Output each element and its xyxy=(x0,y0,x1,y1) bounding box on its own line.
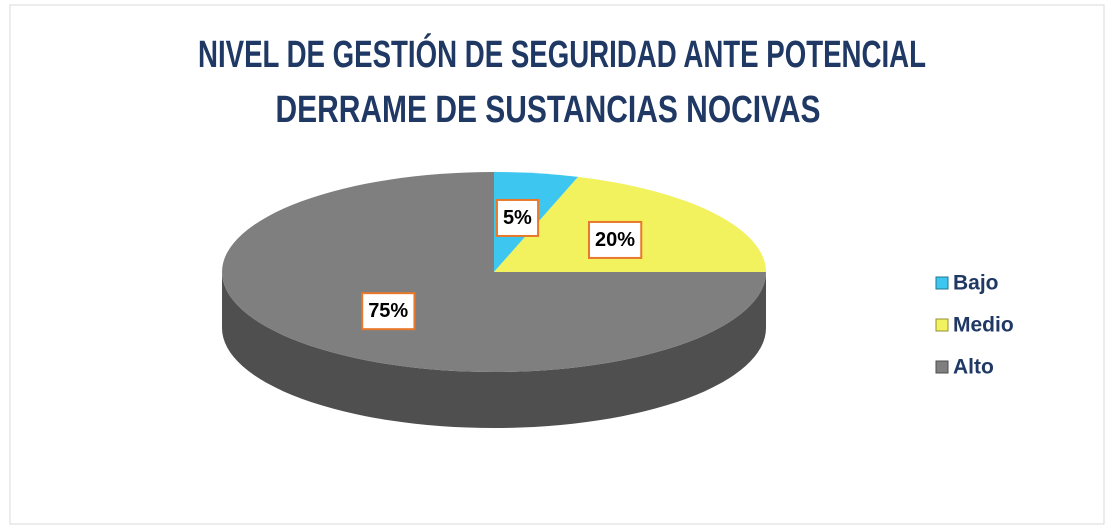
data-label-box xyxy=(361,292,416,331)
data-label-box xyxy=(588,220,643,259)
data-label: 5% xyxy=(503,207,532,229)
data-label: 75% xyxy=(368,300,408,322)
legend-swatch xyxy=(935,360,949,374)
data-label-box xyxy=(495,198,540,237)
data-label: 20% xyxy=(595,229,635,251)
legend-swatch xyxy=(935,318,949,332)
pie-side xyxy=(222,272,766,428)
legend-label: Alto xyxy=(953,356,994,379)
pie-slice xyxy=(222,172,766,372)
legend-label: Bajo xyxy=(953,272,999,295)
legend-label: Medio xyxy=(953,314,1014,337)
chart-title: NIVEL DE GESTIÓN DE SEGURIDAD ANTE POTEN… xyxy=(198,32,926,76)
chart-title: DERRAME DE SUSTANCIAS NOCIVAS xyxy=(276,89,821,131)
legend-swatch xyxy=(935,276,949,290)
